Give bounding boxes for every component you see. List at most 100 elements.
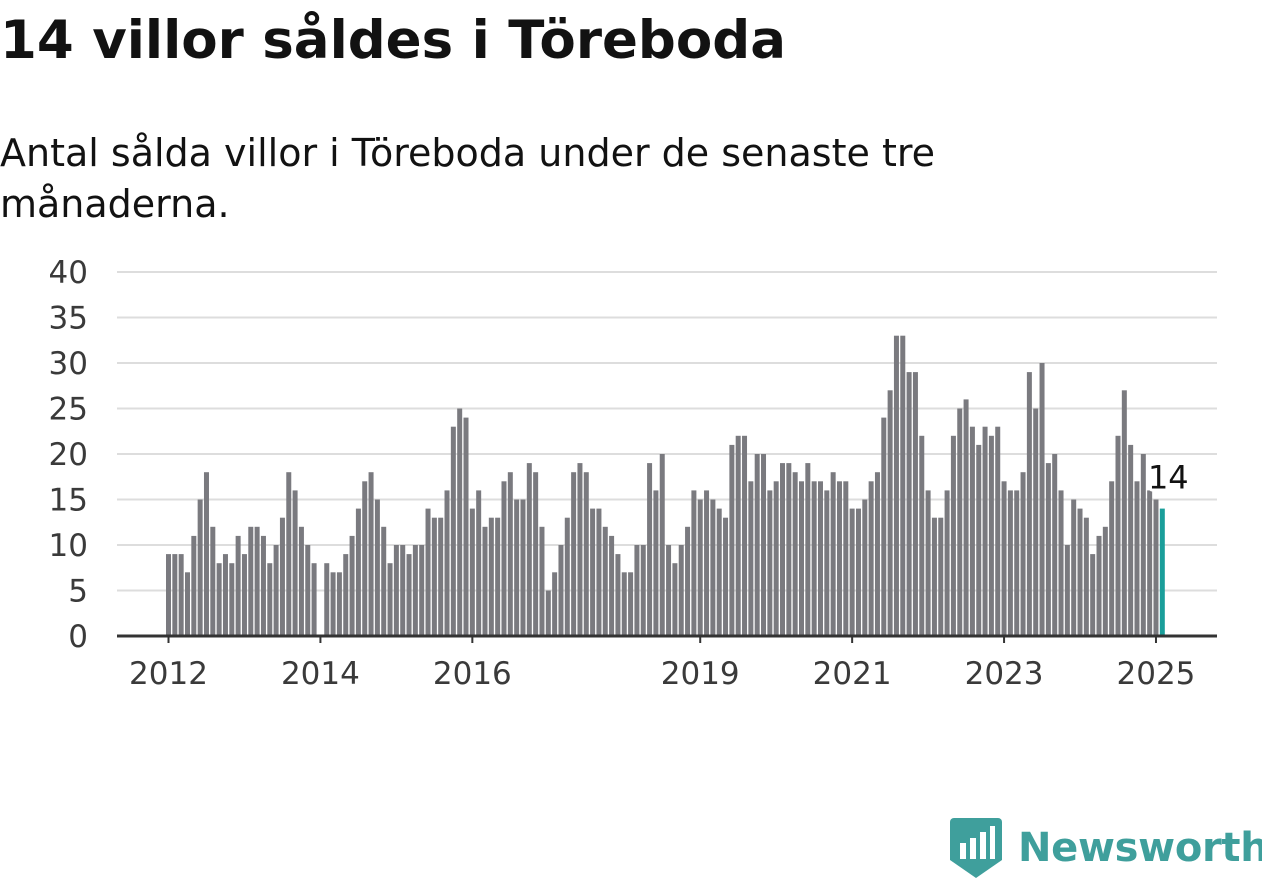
- bar: [298, 526, 304, 636]
- bar: [786, 463, 792, 636]
- bar: [1128, 444, 1134, 636]
- bar: [387, 563, 393, 636]
- bar: [1147, 490, 1153, 636]
- bar: [761, 454, 767, 636]
- bar: [925, 490, 931, 636]
- bar: [539, 526, 545, 636]
- bar: [476, 490, 482, 636]
- y-tick-label: 10: [49, 528, 88, 564]
- bar: [495, 517, 501, 636]
- bar: [203, 472, 209, 636]
- data-label: 14: [1148, 459, 1189, 497]
- bar: [444, 490, 450, 636]
- bar: [400, 545, 406, 636]
- y-tick-label: 40: [49, 255, 88, 291]
- bar: [729, 444, 735, 636]
- bar: [995, 426, 1001, 636]
- bar: [704, 490, 710, 636]
- x-tick-label: 2023: [965, 656, 1044, 692]
- bar: [647, 463, 653, 636]
- bar: [1153, 499, 1159, 636]
- bar: [1052, 454, 1058, 636]
- bar: [1058, 490, 1064, 636]
- bar: [634, 545, 640, 636]
- x-tick-label: 2012: [129, 656, 208, 692]
- bar: [235, 535, 241, 636]
- bar: [919, 435, 925, 636]
- bar: [254, 526, 260, 636]
- bar: [343, 554, 349, 636]
- bar: [362, 481, 368, 636]
- bar: [843, 481, 849, 636]
- bar: [222, 554, 228, 636]
- bar: [248, 526, 254, 636]
- bar: [1045, 463, 1051, 636]
- bar: [900, 335, 906, 636]
- bar: [425, 508, 431, 636]
- bar: [1007, 490, 1013, 636]
- bar: [938, 517, 944, 636]
- bar: [754, 454, 760, 636]
- bar: [1096, 535, 1102, 636]
- bar: [526, 463, 532, 636]
- bar: [615, 554, 621, 636]
- bar: [279, 517, 285, 636]
- bar: [166, 554, 171, 636]
- bar: [723, 517, 729, 636]
- bar: [666, 545, 672, 636]
- bar: [463, 417, 469, 636]
- bar: [1134, 481, 1140, 636]
- bar: [431, 517, 437, 636]
- bar: [450, 426, 456, 636]
- bar: [184, 572, 190, 636]
- y-tick-label: 20: [49, 437, 88, 473]
- bar: [1033, 408, 1039, 636]
- bar: [881, 417, 887, 636]
- bar: [767, 490, 773, 636]
- bar: [197, 499, 203, 636]
- bar: [855, 508, 861, 636]
- annotations: 14: [1145, 456, 1192, 500]
- bar: [260, 535, 266, 636]
- bar: [469, 508, 475, 636]
- bar: [742, 435, 748, 636]
- bar: [1083, 517, 1089, 636]
- bar: [609, 535, 615, 636]
- bar: [836, 481, 842, 636]
- bar: [311, 563, 317, 636]
- bar: [191, 535, 197, 636]
- x-tick-label: 2014: [281, 656, 360, 692]
- bar: [780, 463, 786, 636]
- bar: [571, 472, 577, 636]
- bar: [210, 526, 216, 636]
- y-tick-label: 30: [49, 346, 88, 382]
- bar: [811, 481, 817, 636]
- bar: [653, 490, 659, 636]
- bar: [1039, 363, 1045, 636]
- bar: [672, 563, 678, 636]
- bar: [229, 563, 235, 636]
- bar: [1001, 481, 1007, 636]
- bar: [874, 472, 880, 636]
- bar: [893, 335, 899, 636]
- bar: [1140, 454, 1146, 636]
- bar: [830, 472, 836, 636]
- bar: [412, 545, 418, 636]
- bar: [963, 399, 969, 636]
- bar: [488, 517, 494, 636]
- bar: [862, 499, 868, 636]
- bar: [1115, 435, 1121, 636]
- x-tick-label: 2016: [433, 656, 512, 692]
- bar: [1020, 472, 1026, 636]
- y-tick-label: 25: [49, 392, 88, 428]
- bar: [545, 590, 551, 636]
- bar: [381, 526, 387, 636]
- y-axis-labels: 0 5 10 15 20 25 30 35 40: [49, 255, 88, 655]
- bar: [792, 472, 798, 636]
- y-tick-label: 5: [68, 574, 88, 610]
- y-tick-label: 15: [49, 483, 88, 519]
- bar: [590, 508, 596, 636]
- newsworthy-logo-icon: [950, 818, 1002, 878]
- bar: [267, 563, 273, 636]
